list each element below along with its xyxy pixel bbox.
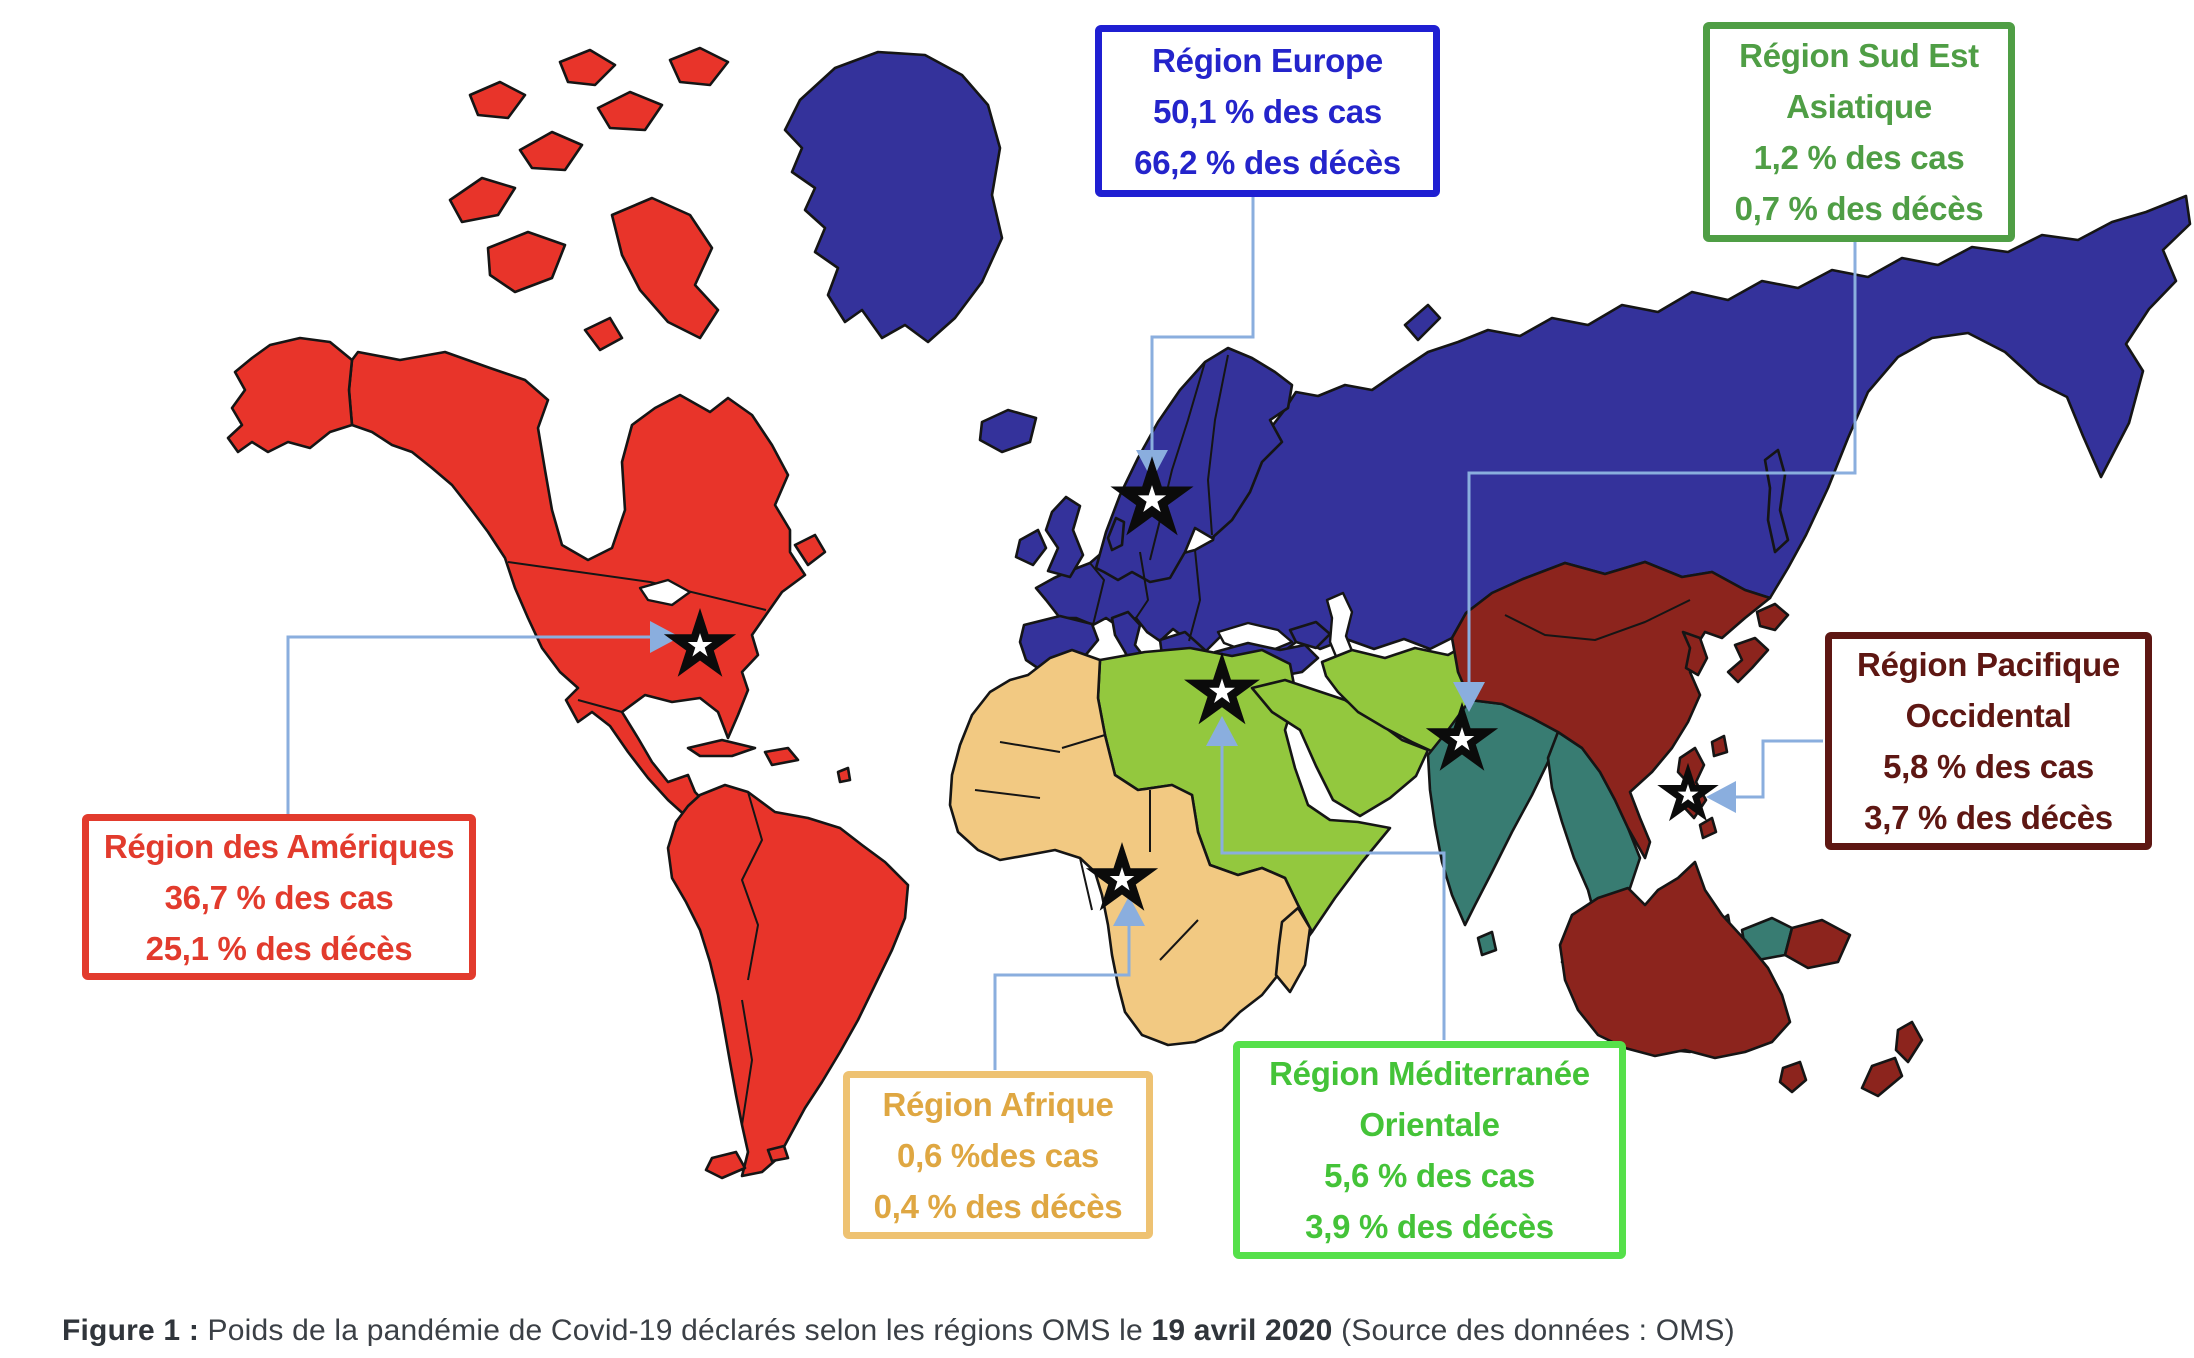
alaska-shape	[226, 336, 354, 454]
great-britain-shape	[1044, 495, 1085, 579]
region-europe	[783, 50, 2192, 702]
madagascar-shape	[1274, 906, 1312, 994]
arrow-eastern-mediterranean	[1206, 716, 1238, 746]
ireland-shape	[1014, 528, 1048, 567]
callout-south-east-asia-title: Région Sud Est Asiatique	[1739, 37, 1979, 125]
callout-eastern-mediterranean-title: Région Méditerranée Orientale	[1269, 1055, 1590, 1143]
scandinavia-shape	[1094, 346, 1294, 584]
callout-europe-cases: 50,1 % des cas	[1153, 92, 1382, 130]
figure-caption-text: Poids de la pandémie de Covid-19 déclaré…	[199, 1314, 1152, 1347]
tierra-del-fuego-shape	[704, 1150, 747, 1180]
arctic-island	[596, 90, 664, 132]
tasmania-shape	[1778, 1060, 1808, 1094]
callout-south-east-asia-deaths: 0,7 % des décès	[1734, 190, 1984, 227]
figure-caption-label: Figure 1 :	[62, 1314, 200, 1347]
victoria-island	[486, 230, 567, 294]
denmark-shape	[1106, 516, 1126, 552]
novaya-zemlya-shape	[1403, 303, 1442, 342]
south-korea-shape	[1681, 630, 1709, 677]
antilles-shape	[836, 766, 852, 784]
taiwan-shape	[1710, 734, 1729, 758]
hudson-bay	[638, 578, 692, 607]
callout-americas-title: Région des Amériques	[103, 827, 455, 865]
callout-americas-cases: 36,7 % des cas	[164, 878, 394, 916]
callout-americas-deaths: 25,1 % des décès	[145, 929, 413, 967]
black-sea	[1216, 621, 1294, 653]
callout-eastern-mediterranean-cases: 5,6 % des cas	[1324, 1157, 1535, 1194]
connector-europe	[1150, 197, 1255, 452]
mindanao-shape	[1698, 816, 1718, 840]
arctic-island	[448, 176, 517, 224]
sweden-finland-border	[1207, 354, 1229, 536]
arabian-peninsula-shape	[1250, 678, 1430, 818]
arctic-island	[468, 80, 527, 120]
callout-africa-deaths: 0,4 % des décès	[873, 1187, 1123, 1225]
sri-lanka-shape	[1476, 930, 1498, 957]
chile-argentina-border	[741, 999, 753, 1126]
africa-internal-borders	[974, 734, 1199, 961]
connector-western-pacific	[1734, 739, 1823, 799]
europe-internal-borders	[1089, 549, 1201, 642]
falkland-shape	[766, 1144, 790, 1163]
cuba-shape	[686, 738, 757, 758]
callout-europe: Région Europe 50,1 % des cas 66,2 % des …	[1095, 25, 1440, 197]
arrow-western-pacific	[1706, 781, 1736, 813]
norway-sweden-border	[1149, 361, 1206, 561]
arctic-island	[668, 46, 730, 87]
southampton-island	[583, 316, 624, 352]
newfoundland-shape	[793, 533, 827, 567]
callout-americas: Région des Amériques 36,7 % des cas 25,1…	[82, 814, 476, 980]
sakhalin-shape	[1763, 448, 1790, 554]
east-papua-shape	[1783, 918, 1852, 970]
arctic-islands	[448, 46, 730, 352]
connector-americas	[286, 635, 652, 815]
callout-africa-title: Région Afrique	[882, 1085, 1114, 1123]
us-canada-border	[507, 561, 767, 611]
arrow-africa	[1113, 896, 1145, 926]
arrow-south-east-asia	[1453, 682, 1485, 712]
connector-eastern-mediterranean	[1220, 744, 1446, 1040]
callout-europe-title: Région Europe	[1152, 41, 1383, 79]
greenland-shape	[783, 50, 1004, 344]
south-america-shape	[666, 783, 910, 1178]
hokkaido-shape	[1755, 602, 1790, 632]
alaska-border	[348, 359, 353, 426]
us-mexico-border	[577, 694, 646, 713]
mongolia-border	[1504, 599, 1691, 641]
caucasus-shape	[1288, 620, 1332, 650]
callout-western-pacific-cases: 5,8 % des cas	[1883, 748, 2094, 785]
callout-eastern-mediterranean-deaths: 3,9 % des décès	[1305, 1208, 1554, 1245]
region-americas	[226, 46, 910, 1180]
connector-south-east-asia	[1467, 242, 1857, 684]
callout-africa: Région Afrique 0,6 %des cas 0,4 % des dé…	[843, 1071, 1153, 1239]
callout-south-east-asia: Région Sud Est Asiatique 1,2 % des cas 0…	[1703, 22, 2015, 242]
callout-western-pacific-deaths: 3,7 % des décès	[1864, 799, 2113, 836]
callout-western-pacific: Région Pacifique Occidental 5,8 % des ca…	[1825, 632, 2152, 850]
region-western-pacific	[1450, 560, 1924, 1098]
connector-africa	[993, 924, 1131, 1070]
iceland-shape	[978, 408, 1038, 454]
figure-caption-date: 19 avril 2020	[1151, 1314, 1333, 1347]
new-zealand-north-shape	[1894, 1020, 1924, 1064]
arctic-island	[518, 130, 584, 172]
honshu-shape	[1726, 636, 1770, 684]
callout-europe-deaths: 66,2 % des décès	[1134, 143, 1401, 181]
arrow-americas	[650, 621, 680, 653]
figure-caption-source: (Source des données : OMS)	[1332, 1314, 1735, 1347]
region-africa	[948, 648, 1314, 1047]
baffin-island	[610, 196, 720, 340]
hispaniola-shape	[763, 746, 800, 767]
north-america-shape	[347, 350, 807, 834]
callout-western-pacific-title: Région Pacifique Occidental	[1857, 646, 2120, 734]
new-zealand-south-shape	[1860, 1056, 1904, 1098]
callout-eastern-mediterranean: Région Méditerranée Orientale 5,6 % des …	[1233, 1041, 1626, 1259]
figure-caption: Figure 1 : Poids de la pandémie de Covid…	[62, 1314, 1735, 1348]
callout-africa-cases: 0,6 %des cas	[897, 1136, 1099, 1174]
callout-connectors	[286, 197, 1857, 1070]
arctic-island	[558, 48, 617, 87]
south-america-borders	[741, 791, 763, 981]
callout-south-east-asia-cases: 1,2 % des cas	[1753, 139, 1965, 176]
